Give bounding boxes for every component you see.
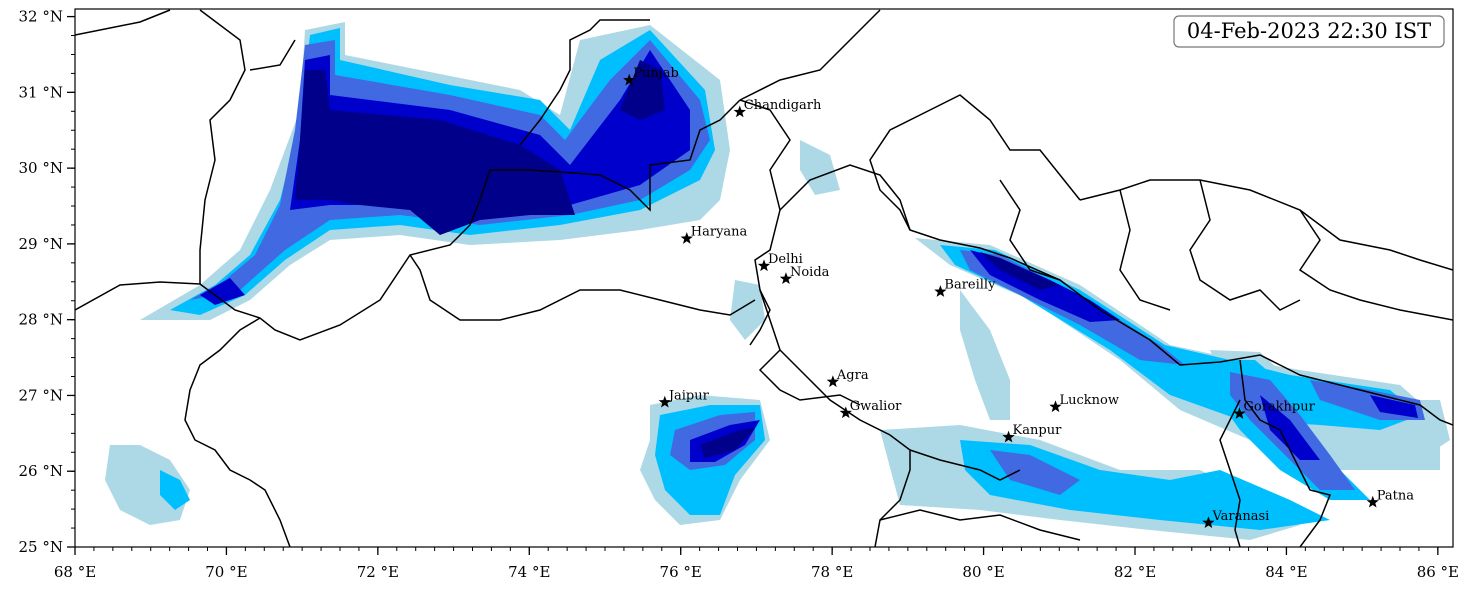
lon-tick-label: 70 °E (205, 563, 247, 581)
city-label: Chandigarh (744, 98, 822, 113)
city-punjab: Punjab (623, 66, 679, 86)
star-icon (680, 232, 693, 244)
star-icon (1049, 400, 1062, 413)
lat-tick-label: 32 °N (19, 8, 63, 26)
star-icon (1002, 430, 1015, 443)
star-icon (733, 105, 746, 118)
star-icon (934, 285, 947, 297)
city-label: Haryana (691, 225, 748, 240)
timestamp-label: 04-Feb-2023 22:30 IST (1187, 19, 1431, 43)
lon-tick-label: 74 °E (508, 563, 550, 581)
city-label: Gwalior (850, 399, 902, 414)
city-label: Bareilly (944, 278, 996, 293)
city-gwalior: Gwalior (839, 399, 902, 419)
lon-tick-label: 80 °E (962, 563, 1004, 581)
city-label: Delhi (768, 252, 803, 267)
lon-tick-label: 68 °E (54, 563, 96, 581)
city-chandigarh: Chandigarh (733, 98, 822, 118)
lon-tick-label: 84 °E (1265, 563, 1307, 581)
city-label: Kanpur (1013, 423, 1063, 438)
lon-tick-label: 86 °E (1417, 563, 1459, 581)
lon-tick-label: 72 °E (357, 563, 399, 581)
city-label: Punjab (633, 66, 679, 81)
city-jaipur: Jaipur (658, 388, 710, 408)
political-boundaries (75, 9, 1453, 547)
city-noida: Noida (779, 265, 830, 285)
lat-tick-label: 31 °N (19, 83, 63, 101)
lat-tick-label: 26 °N (19, 462, 63, 480)
lat-tick-label: 29 °N (19, 235, 63, 253)
city-label: Noida (790, 265, 830, 280)
city-haryana: Haryana (680, 225, 748, 244)
lat-tick-label: 30 °N (19, 159, 63, 177)
star-icon (1366, 495, 1379, 508)
lat-tick-label: 27 °N (19, 386, 63, 404)
city-lucknow: Lucknow (1049, 393, 1120, 413)
city-label: Lucknow (1060, 393, 1120, 408)
city-delhi: Delhi (757, 252, 803, 272)
city-kanpur: Kanpur (1002, 423, 1063, 443)
city-label: Patna (1377, 488, 1415, 503)
lat-tick-label: 25 °N (19, 538, 63, 556)
city-label: Jaipur (667, 388, 710, 403)
city-agra: Agra (826, 368, 869, 388)
lon-tick-label: 82 °E (1114, 563, 1156, 581)
star-icon (658, 395, 671, 408)
axis-ticks: 68 °E 70 °E 72 °E 74 °E 76 °E 78 °E 80 °E 82 °E… (19, 8, 1459, 581)
lon-tick-label: 78 °E (811, 563, 853, 581)
star-icon (779, 272, 793, 285)
city-label: Gorakhpur (1243, 400, 1315, 415)
lon-tick-label: 76 °E (660, 563, 702, 581)
star-icon (1233, 407, 1246, 419)
lat-tick-label: 28 °N (19, 311, 63, 329)
star-icon (826, 375, 840, 388)
star-icon (623, 73, 636, 86)
city-varanasi: Varanasi (1202, 509, 1269, 529)
star-icon (839, 406, 852, 419)
city-label: Agra (836, 368, 869, 383)
city-label: Varanasi (1211, 509, 1269, 524)
map-frame (74, 8, 1454, 548)
star-icon (1202, 516, 1215, 529)
star-icon (757, 259, 771, 272)
timestamp-box: 04-Feb-2023 22:30 IST (1173, 15, 1445, 48)
city-bareilly: Bareilly (934, 278, 996, 297)
city-gorakhpur: Gorakhpur (1233, 400, 1316, 419)
city-patna: Patna (1366, 488, 1415, 508)
